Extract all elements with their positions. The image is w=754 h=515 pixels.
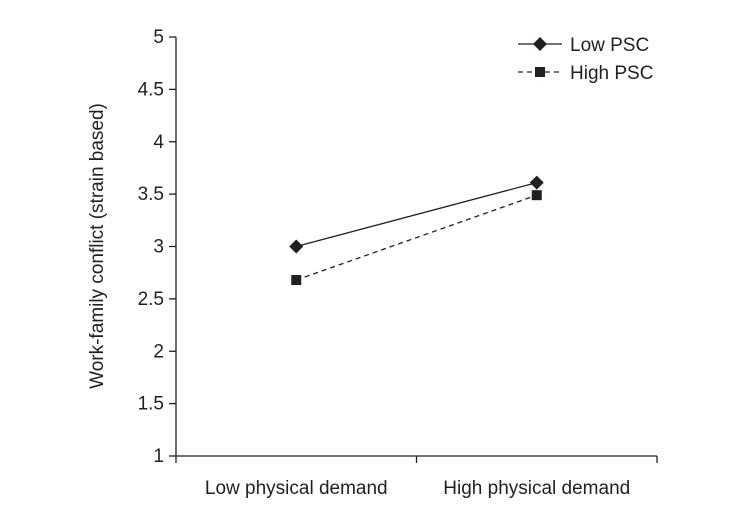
y-tick-label: 3.5 xyxy=(138,184,164,205)
y-tick-label: 4.5 xyxy=(138,79,164,100)
data-point-marker xyxy=(291,275,302,286)
legend-label: High PSC xyxy=(570,63,653,84)
legend-label: Low PSC xyxy=(570,35,649,56)
x-category-label: High physical demand xyxy=(443,478,630,499)
series-line-2 xyxy=(296,194,537,281)
y-tick-label: 5 xyxy=(153,27,164,48)
x-axis-ticks: Low physical demand High physical demand xyxy=(175,456,658,499)
legend-marker xyxy=(533,37,547,51)
y-tick-label: 2.5 xyxy=(138,289,164,310)
data-point-marker xyxy=(289,239,304,254)
series-line-1 xyxy=(296,181,537,248)
y-axis-title: Work-family conflict (strain based) xyxy=(87,103,108,389)
y-tick-label: 4 xyxy=(153,132,164,153)
y-tick-label: 1.5 xyxy=(138,394,164,415)
legend: Low PSC High PSC xyxy=(518,35,653,84)
data-point-marker xyxy=(529,175,544,190)
series-group xyxy=(289,175,544,286)
y-tick-label: 3 xyxy=(153,237,164,258)
y-tick-label: 2 xyxy=(153,341,164,362)
x-category-label: Low physical demand xyxy=(205,478,388,499)
y-axis-ticks: 1 1.5 2 2.5 3 3.5 4 4.5 5 xyxy=(138,27,176,467)
y-tick-label: 1 xyxy=(153,446,164,467)
legend-marker xyxy=(535,67,545,77)
data-point-marker xyxy=(531,190,542,201)
